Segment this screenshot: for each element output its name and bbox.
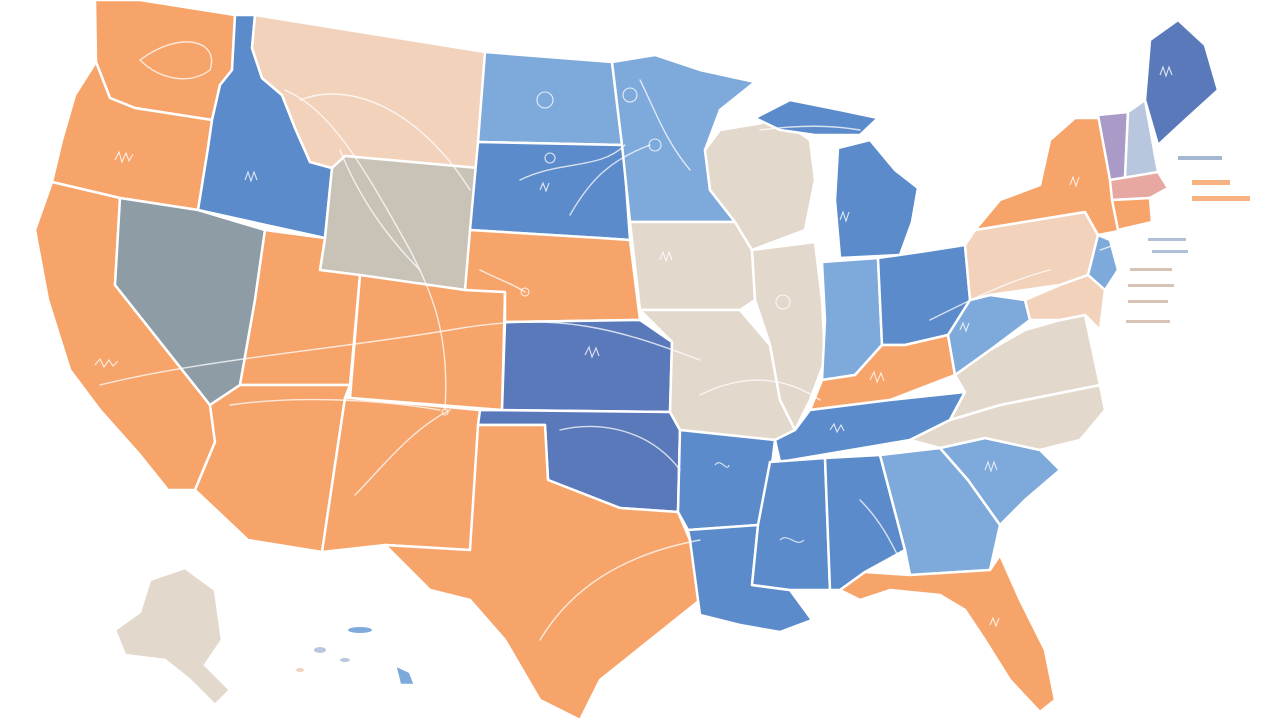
state-alaska[interactable] xyxy=(113,566,232,707)
hawaii-islands xyxy=(296,627,372,672)
state-maryland-delaware[interactable] xyxy=(1023,273,1107,332)
state-arizona[interactable] xyxy=(193,383,352,554)
state-michigan-upper[interactable] xyxy=(753,98,880,137)
state-maine[interactable] xyxy=(1143,18,1220,147)
state-massachusetts[interactable] xyxy=(1108,170,1170,202)
state-new-mexico[interactable] xyxy=(320,396,482,554)
states-layer xyxy=(33,0,1220,722)
state-connecticut-rhode-island[interactable] xyxy=(1110,196,1154,232)
state-florida[interactable] xyxy=(838,553,1057,714)
state-texas[interactable] xyxy=(383,423,702,722)
state-colorado[interactable] xyxy=(348,273,507,412)
state-new-jersey[interactable] xyxy=(1086,233,1120,292)
state-kansas[interactable] xyxy=(500,318,674,414)
state-iowa[interactable] xyxy=(628,220,757,312)
state-hawaii[interactable] xyxy=(393,663,417,687)
state-wisconsin[interactable] xyxy=(703,118,817,252)
state-virginia[interactable] xyxy=(948,313,1102,422)
state-wyoming[interactable] xyxy=(318,154,480,292)
state-michigan[interactable] xyxy=(833,138,920,260)
state-north-dakota[interactable] xyxy=(476,50,624,147)
scribble-marks xyxy=(94,65,1173,628)
side-marks xyxy=(1126,156,1250,323)
state-illinois[interactable] xyxy=(750,240,827,432)
sketch-overlay xyxy=(99,41,1141,641)
